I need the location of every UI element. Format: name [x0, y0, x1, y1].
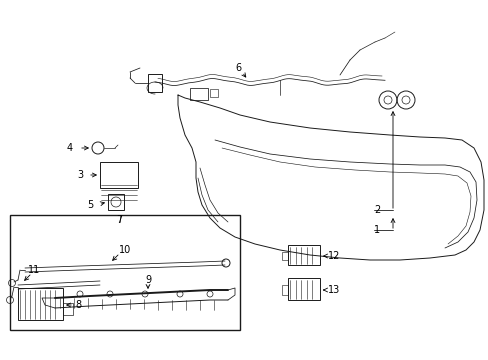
Bar [18, 288, 63, 320]
Text: 2: 2 [373, 205, 380, 215]
Text: 5: 5 [86, 200, 93, 210]
Bar [209, 89, 218, 97]
Bar [148, 74, 162, 92]
Text: 9: 9 [144, 275, 151, 285]
Bar [282, 252, 287, 260]
Text: 3: 3 [77, 170, 83, 180]
Bar [100, 162, 138, 188]
Bar [108, 194, 124, 210]
Text: 10: 10 [119, 245, 131, 255]
Text: 1: 1 [373, 225, 379, 235]
Text: 8: 8 [75, 300, 81, 310]
Text: 7: 7 [116, 215, 122, 225]
Text: 11: 11 [28, 265, 40, 275]
Bar [287, 278, 319, 300]
Bar [287, 245, 319, 265]
Text: 6: 6 [234, 63, 241, 73]
Bar [190, 88, 207, 100]
Text: 12: 12 [327, 251, 340, 261]
Bar [10, 215, 240, 330]
Bar [63, 303, 73, 315]
Bar [282, 285, 287, 295]
Text: 4: 4 [67, 143, 73, 153]
Text: 13: 13 [327, 285, 340, 295]
